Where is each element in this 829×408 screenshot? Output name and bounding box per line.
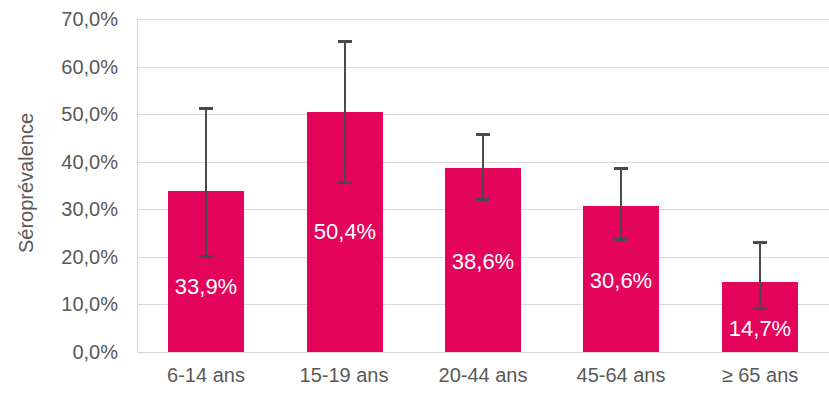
y-tick-label: 20,0%: [0, 244, 118, 270]
bar-value-label: 33,9%: [146, 274, 266, 300]
y-axis-line: [137, 19, 138, 352]
error-bar: [620, 168, 622, 240]
x-tick-label: 15-19 ans: [275, 362, 413, 388]
y-tick-label: 40,0%: [0, 149, 118, 175]
y-tick-label: 10,0%: [0, 291, 118, 317]
gridline: [137, 19, 829, 20]
y-tick-label: 70,0%: [0, 6, 118, 32]
y-tick-label: 50,0%: [0, 101, 118, 127]
error-bar-cap-bottom: [614, 238, 628, 241]
gridline: [137, 114, 829, 115]
y-axis-title: Séroprévalence: [15, 113, 38, 253]
error-bar: [482, 134, 484, 200]
y-tick-label: 30,0%: [0, 196, 118, 222]
x-tick-label: 45-64 ans: [552, 362, 690, 388]
x-tick-label: ≥ 65 ans: [691, 362, 829, 388]
y-tick-label: 60,0%: [0, 54, 118, 80]
error-bar-cap-top: [476, 133, 490, 136]
bar-value-label: 14,7%: [700, 316, 820, 342]
error-bar-cap-top: [753, 241, 767, 244]
y-tick-label: 0,0%: [0, 339, 118, 365]
bar-value-label: 50,4%: [285, 219, 405, 245]
gridline: [137, 352, 829, 353]
seroprevalence-bar-chart: Séroprévalence 0,0% 10,0% 20,0% 30,0% 40,0% 5…: [0, 0, 829, 408]
gridline: [137, 67, 829, 68]
error-bar-cap-bottom: [476, 198, 490, 201]
error-bar: [759, 242, 761, 310]
bar-value-label: 30,6%: [561, 268, 681, 294]
error-bar-cap-top: [338, 40, 352, 43]
error-bar: [344, 41, 346, 183]
error-bar-cap-top: [199, 107, 213, 110]
error-bar-cap-bottom: [338, 181, 352, 184]
error-bar-cap-bottom: [753, 307, 767, 310]
bar-value-label: 38,6%: [423, 249, 543, 275]
x-tick-label: 6-14 ans: [137, 362, 275, 388]
x-tick-label: 20-44 ans: [414, 362, 552, 388]
error-bar-cap-top: [614, 167, 628, 170]
error-bar: [205, 108, 207, 257]
error-bar-cap-bottom: [199, 255, 213, 258]
